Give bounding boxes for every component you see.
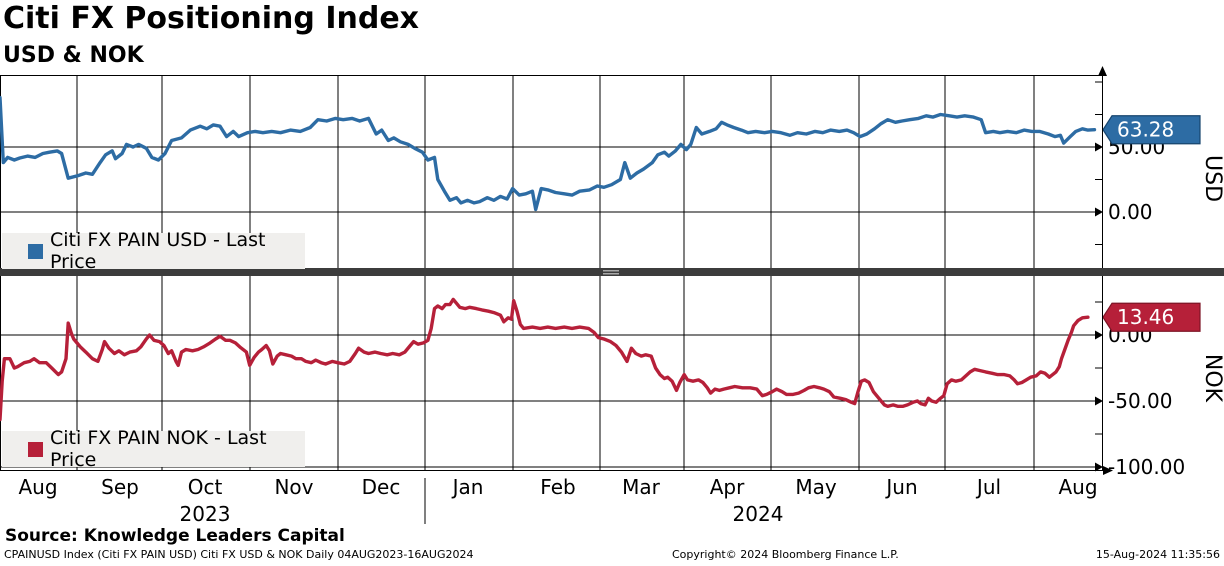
- footer-timestamp: 15-Aug-2024 11:35:56: [1095, 548, 1220, 561]
- month-label: Feb: [540, 475, 575, 499]
- month-label: Jul: [975, 475, 1001, 499]
- y-tick-label: -100.00: [1108, 455, 1185, 479]
- month-label: Jun: [884, 475, 917, 499]
- series-line-usd: [0, 95, 1097, 212]
- y-tick-arrow-icon: [1095, 330, 1103, 340]
- footer-copyright: Copyright© 2024 Bloomberg Finance L.P.: [672, 548, 899, 561]
- panel-divider: [0, 268, 1224, 276]
- month-label: May: [795, 475, 837, 499]
- footer-security-info: CPAINUSD Index (Citi FX PAIN USD) Citi F…: [4, 548, 474, 561]
- last-price-value-nok: 13.46: [1117, 305, 1174, 329]
- usd-series-swatch-icon: [28, 243, 43, 259]
- axis-title-nok: NOK: [1200, 354, 1224, 403]
- y-tick-arrow-icon: [1095, 396, 1103, 406]
- y-tick-arrow-icon: [1095, 462, 1103, 472]
- bottom-axis-arrow-icon: [1103, 466, 1113, 475]
- month-label: Mar: [622, 475, 661, 499]
- y-tick-arrow-icon: [1095, 142, 1103, 152]
- page-subtitle: USD & NOK: [3, 43, 144, 68]
- last-price-tag-usd: [1102, 115, 1201, 145]
- month-label: Oct: [188, 475, 223, 499]
- year-label: 2024: [733, 502, 784, 526]
- page-title: Citi FX Positioning Index: [3, 1, 420, 36]
- month-label: Aug: [1058, 475, 1097, 499]
- month-label: Aug: [18, 475, 57, 499]
- source-line: Source: Knowledge Leaders Capital: [5, 526, 345, 546]
- nok-series-swatch-icon: [28, 441, 43, 457]
- series-line-nok: [0, 297, 1090, 422]
- legend-nok[interactable]: Citi FX PAIN NOK - Last Price: [2, 427, 305, 471]
- last-price-tag-nok: [1102, 302, 1201, 332]
- axis-title-usd: USD: [1200, 155, 1224, 202]
- y-tick-label: 0.00: [1108, 200, 1153, 224]
- y-tick-arrow-icon: [1095, 207, 1103, 217]
- legend-nok-label: Citi FX PAIN NOK - Last Price: [50, 427, 267, 471]
- legend-usd[interactable]: Citi FX PAIN USD - Last Price: [2, 229, 305, 273]
- year-label: 2023: [180, 502, 231, 526]
- month-label: Nov: [274, 475, 313, 499]
- month-label: Jan: [451, 475, 484, 499]
- last-price-value-usd: 63.28: [1117, 118, 1174, 142]
- month-label: Apr: [710, 475, 745, 499]
- month-label: Sep: [101, 475, 139, 499]
- y-tick-label: -50.00: [1108, 389, 1172, 413]
- legend-usd-label: Citi FX PAIN USD - Last Price: [50, 229, 266, 273]
- right-axis-arrow-icon: [1098, 66, 1107, 76]
- month-label: Dec: [362, 475, 401, 499]
